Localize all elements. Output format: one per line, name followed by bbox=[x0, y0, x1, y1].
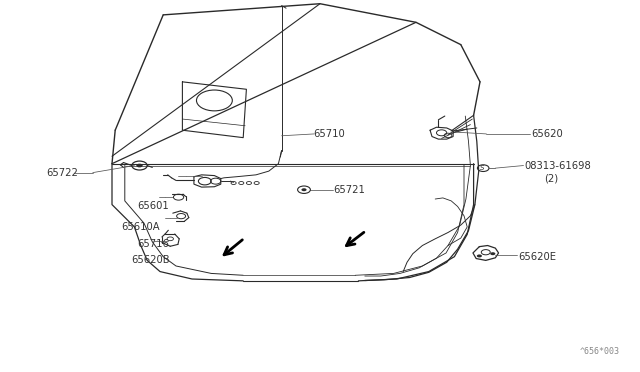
Text: 65601: 65601 bbox=[138, 202, 170, 211]
Text: 65716: 65716 bbox=[138, 239, 170, 248]
Text: 65620: 65620 bbox=[531, 129, 563, 139]
Text: 65710: 65710 bbox=[314, 129, 346, 139]
Text: ^656*003: ^656*003 bbox=[580, 347, 620, 356]
Text: 65722: 65722 bbox=[46, 168, 78, 178]
Text: 65610A: 65610A bbox=[122, 222, 160, 232]
Text: (2): (2) bbox=[544, 174, 558, 183]
Text: 65620E: 65620E bbox=[518, 252, 556, 262]
Text: 08313-61698: 08313-61698 bbox=[525, 161, 591, 170]
Text: 65620B: 65620B bbox=[131, 256, 170, 265]
Circle shape bbox=[477, 254, 482, 257]
Text: S: S bbox=[480, 165, 485, 171]
Circle shape bbox=[490, 252, 495, 255]
Circle shape bbox=[301, 188, 307, 191]
Circle shape bbox=[136, 164, 143, 167]
Text: 65721: 65721 bbox=[333, 185, 365, 195]
